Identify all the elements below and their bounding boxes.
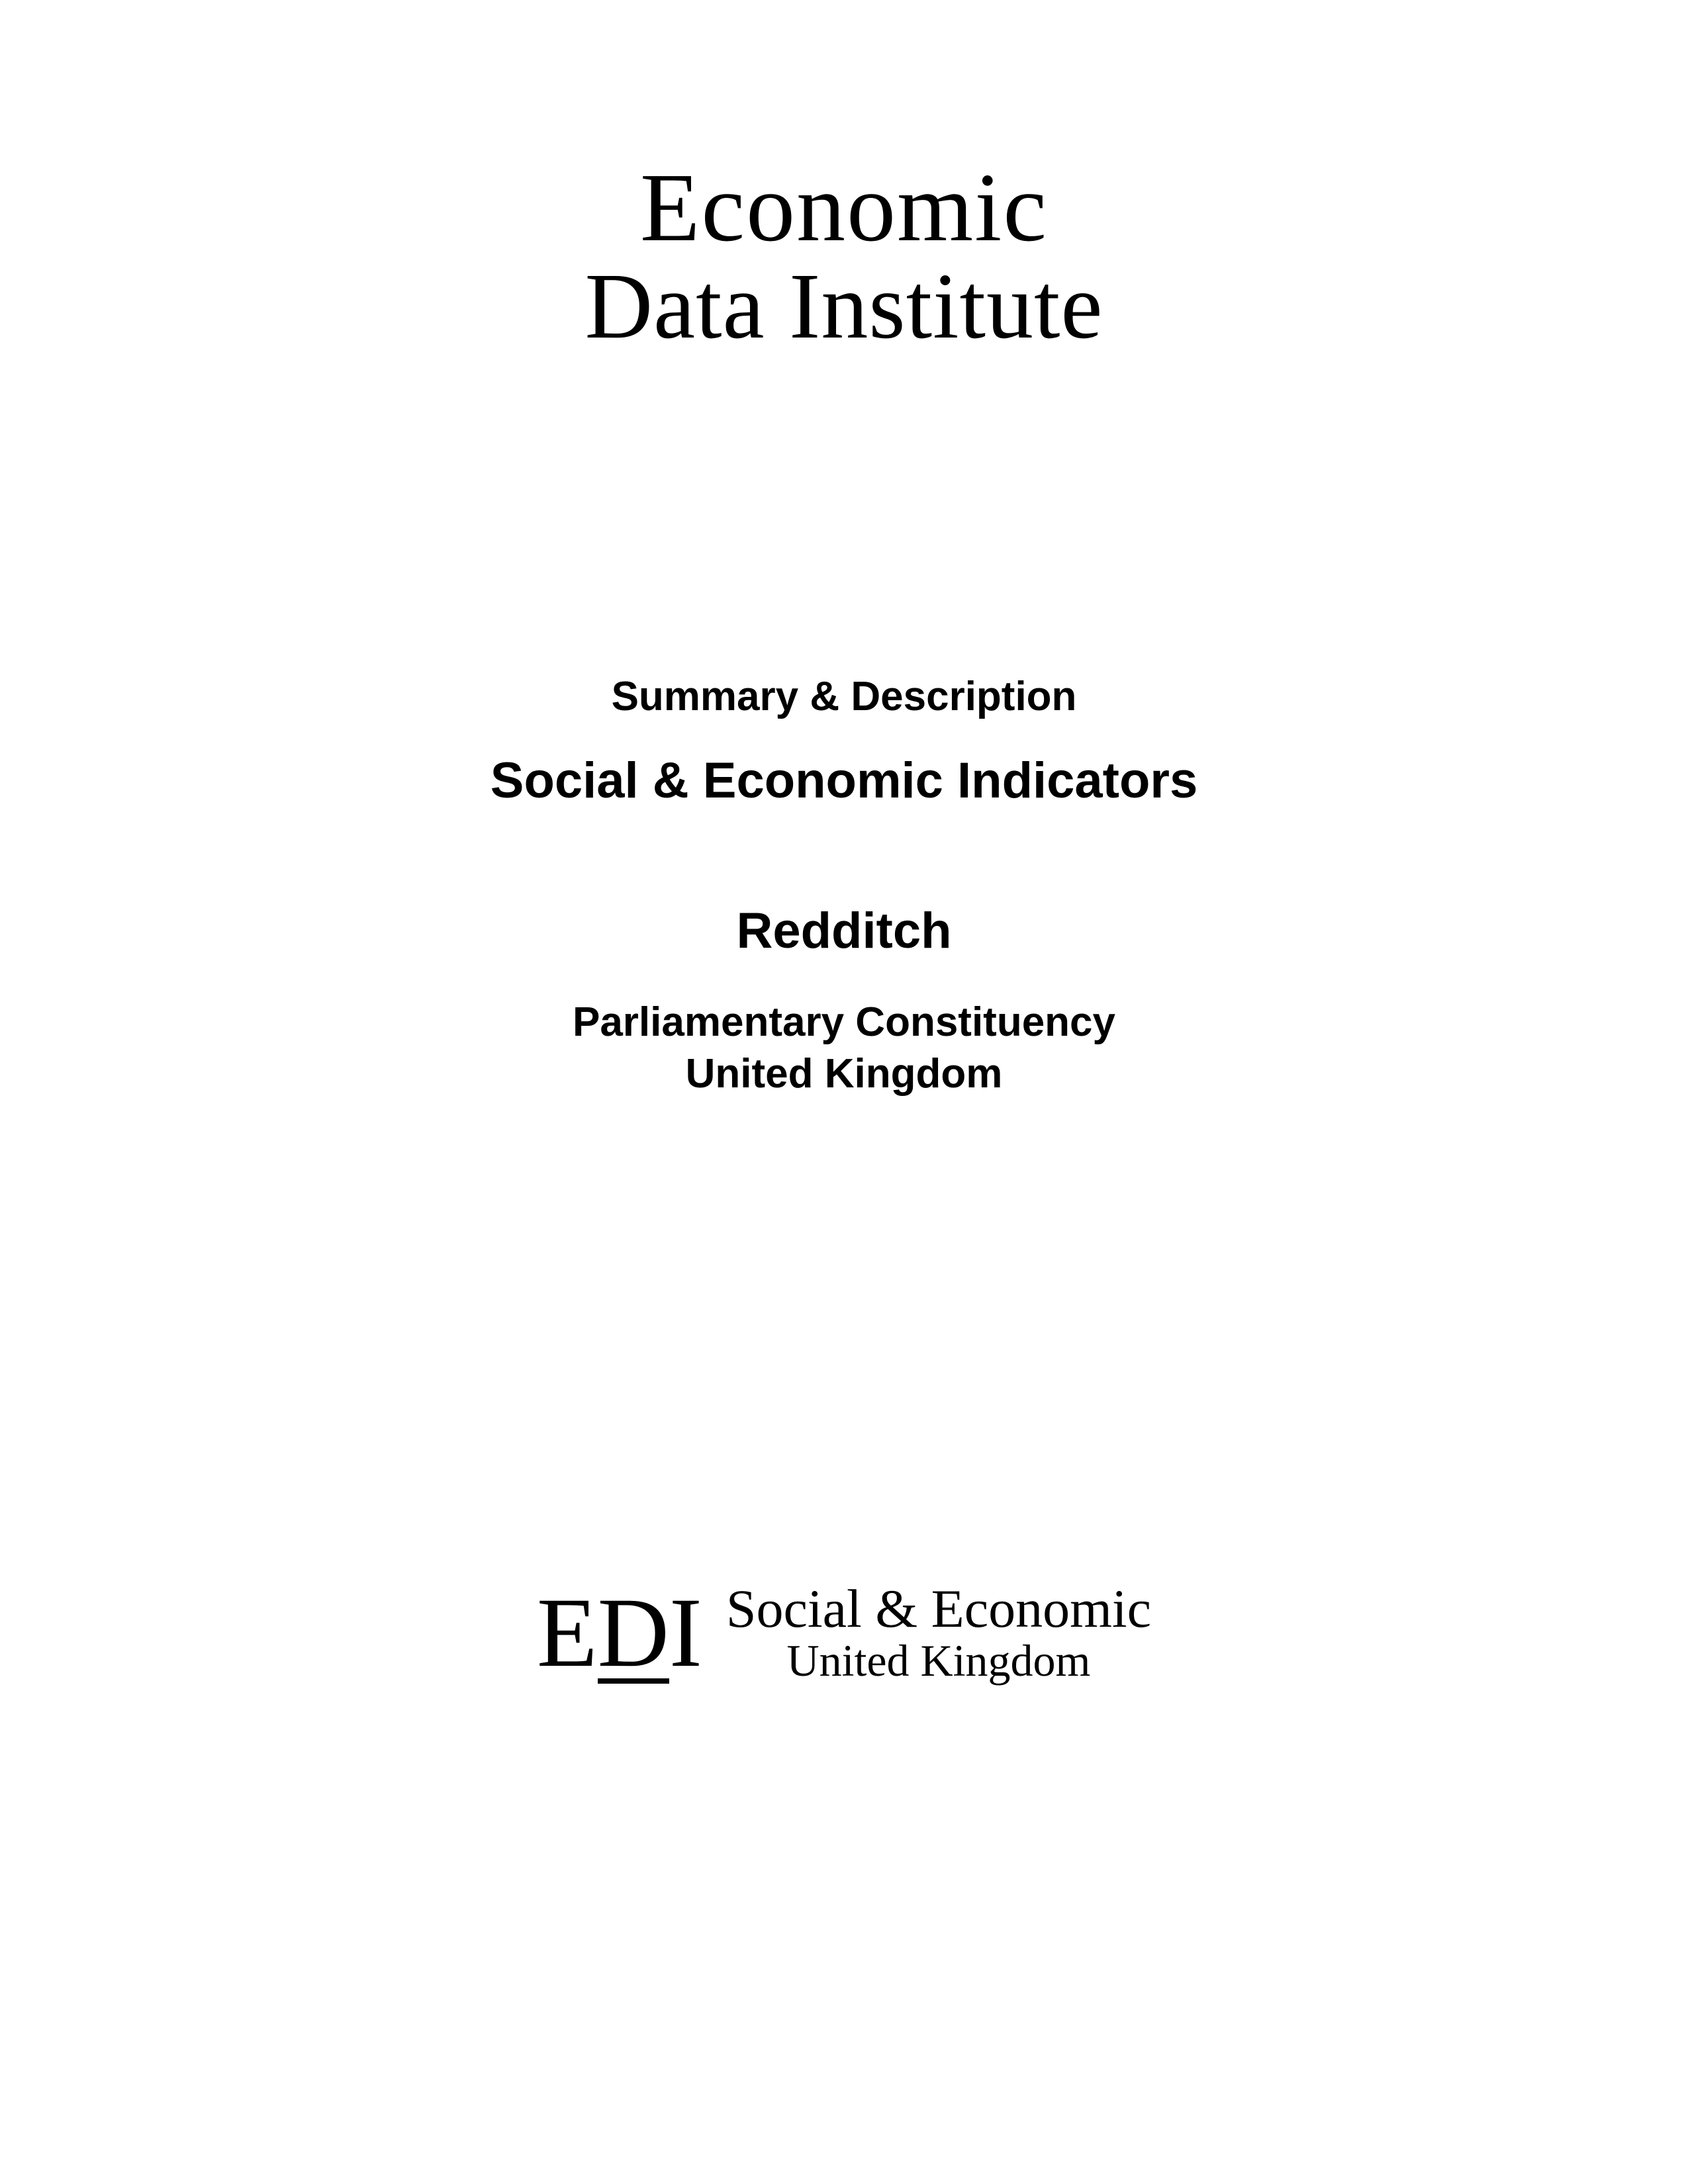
- top-logo-line2: Data Institute: [585, 257, 1103, 355]
- edi-mark-d: D: [598, 1587, 669, 1684]
- summary-block: Summary & Description Social & Economic …: [491, 673, 1198, 1099]
- edi-mark: EDI: [537, 1576, 702, 1690]
- top-logo: Economic Data Institute: [585, 159, 1103, 355]
- region-line2: United Kingdom: [491, 1048, 1198, 1100]
- region-line1: Parliamentary Constituency: [491, 997, 1198, 1048]
- bottom-text-line1: Social & Economic: [726, 1580, 1151, 1637]
- edi-mark-e: E: [537, 1576, 598, 1690]
- top-logo-line1: Economic: [585, 159, 1103, 257]
- bottom-text-line2: United Kingdom: [726, 1637, 1151, 1684]
- document-page: Economic Data Institute Summary & Descri…: [0, 0, 1688, 2184]
- edi-mark-i: I: [669, 1576, 702, 1690]
- bottom-logo-text: Social & Economic United Kingdom: [726, 1580, 1151, 1684]
- indicators-title: Social & Economic Indicators: [491, 752, 1198, 809]
- bottom-logo: EDI Social & Economic United Kingdom: [537, 1576, 1151, 1690]
- location-name: Redditch: [491, 902, 1198, 960]
- summary-label: Summary & Description: [491, 673, 1198, 720]
